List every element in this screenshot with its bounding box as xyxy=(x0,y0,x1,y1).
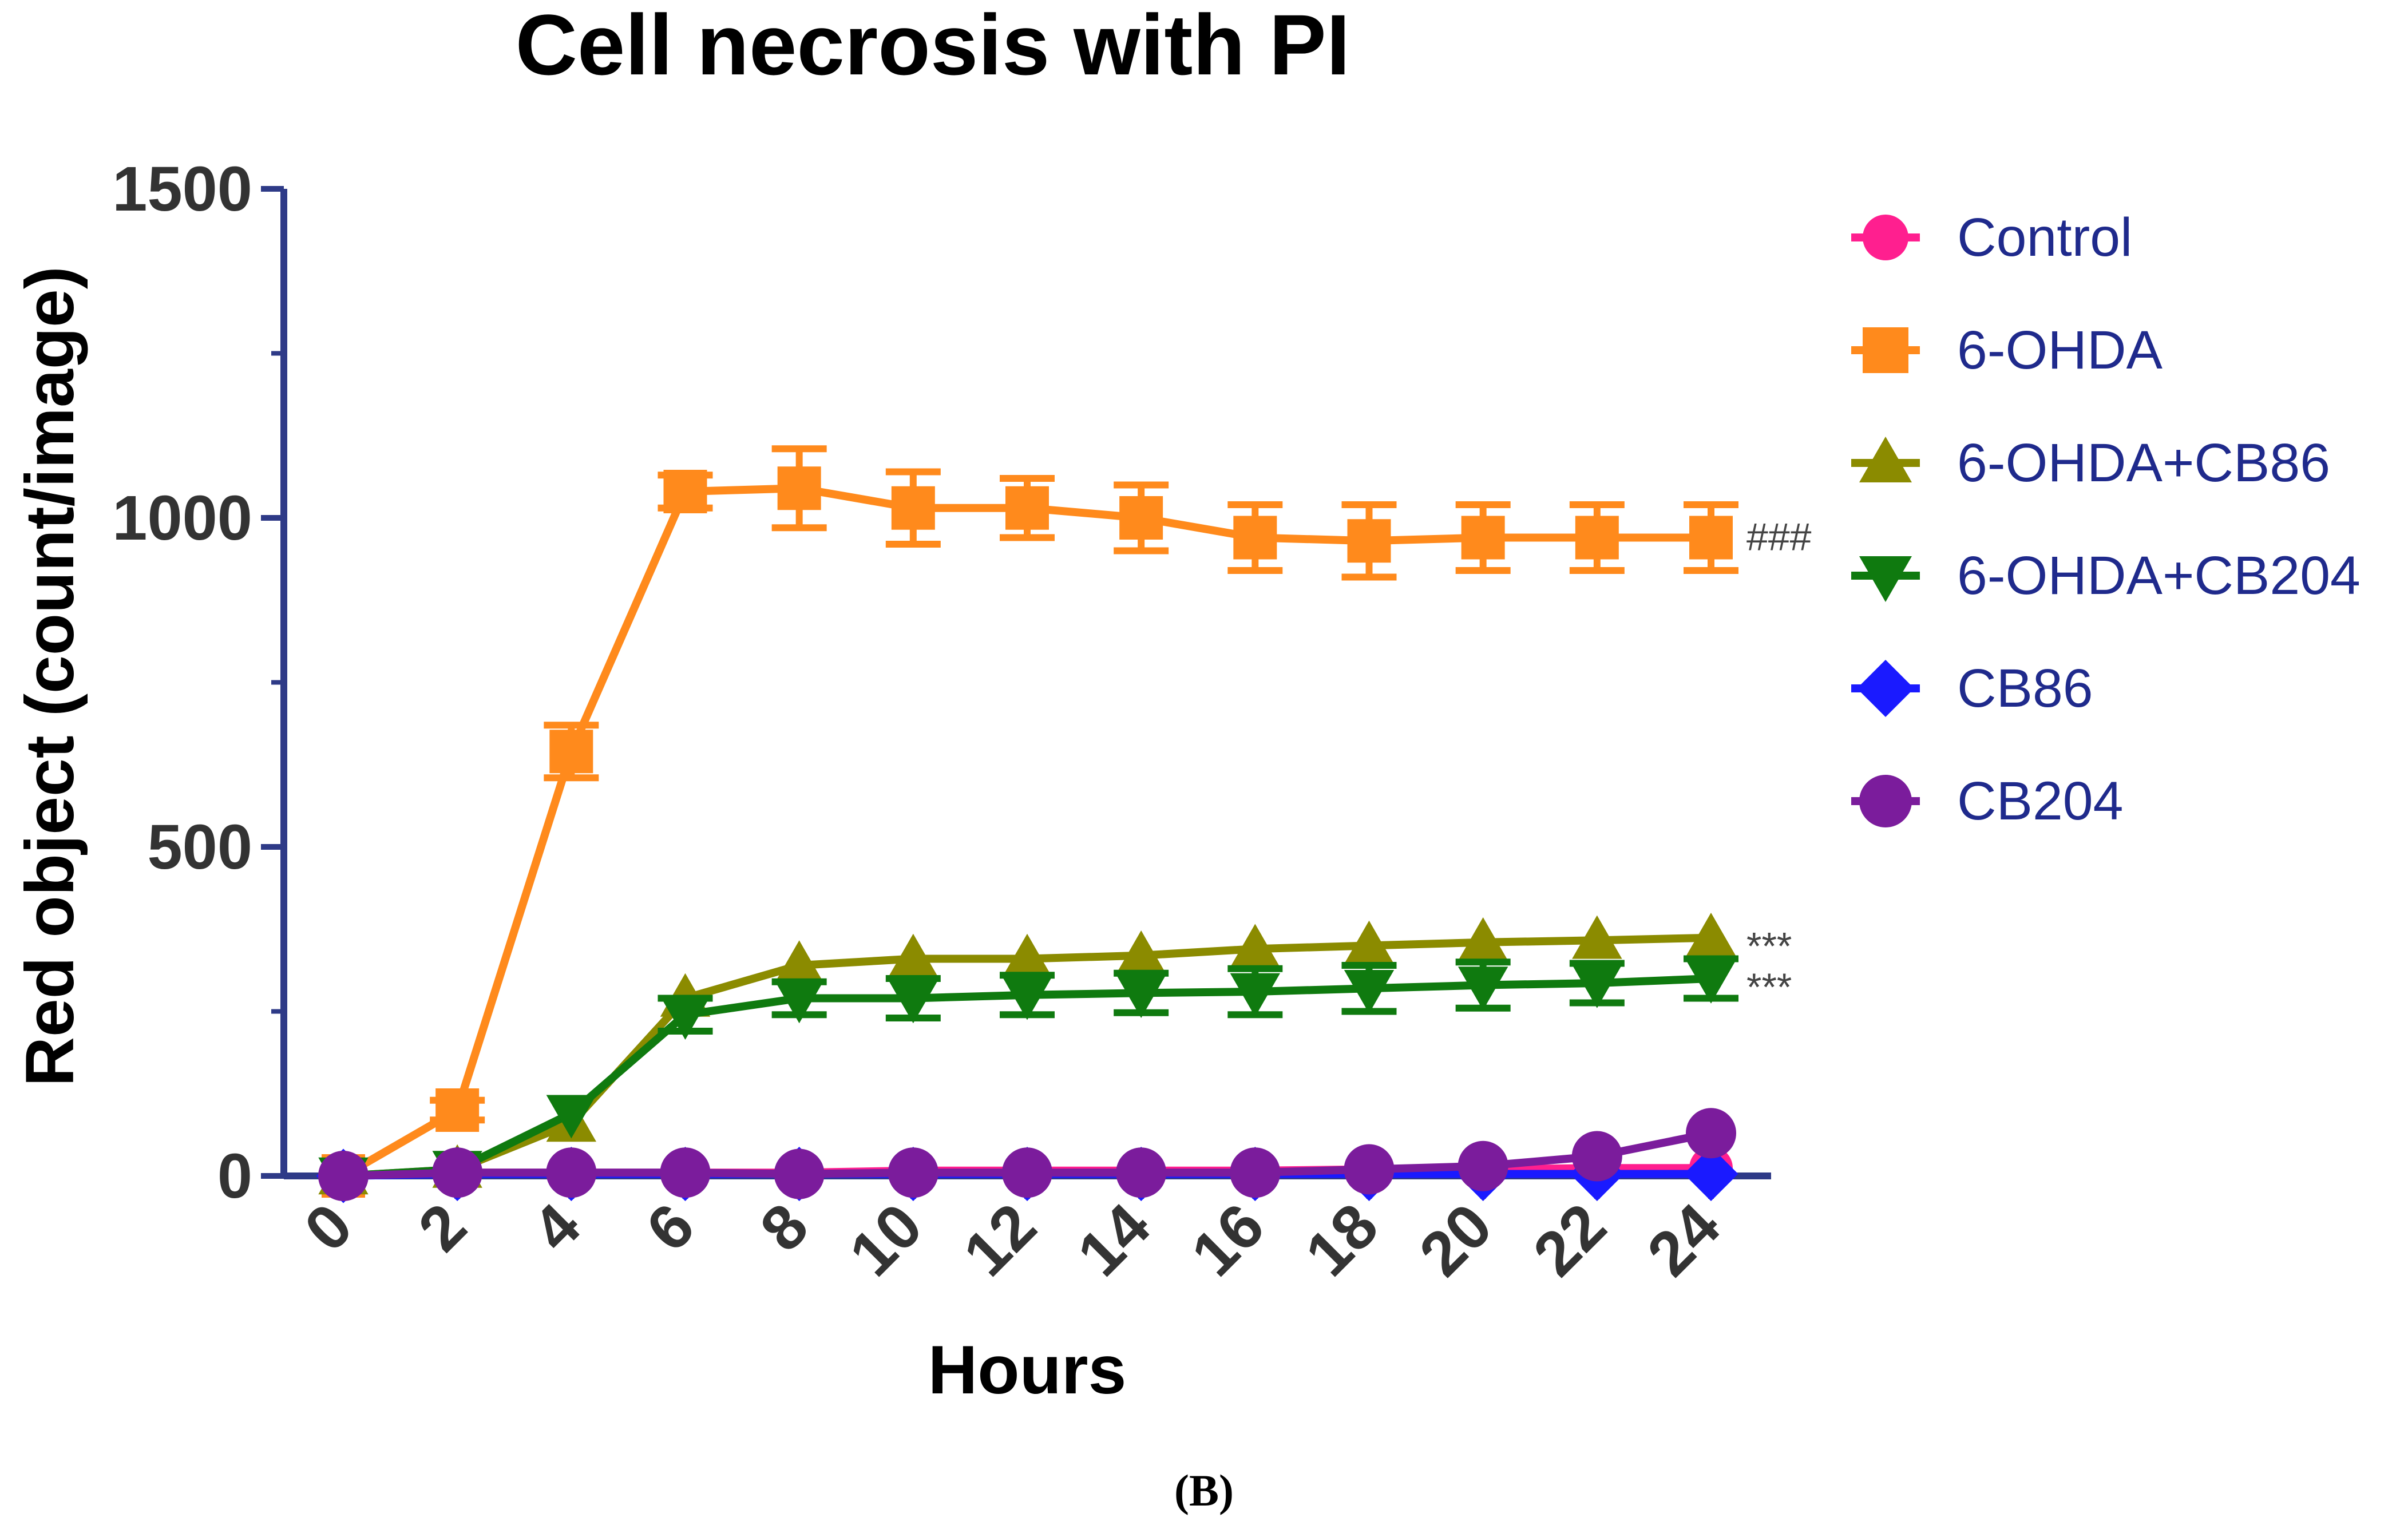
legend-item: CB204 xyxy=(1851,771,2123,831)
data-point xyxy=(1344,1144,1395,1195)
x-tick-label: 16 xyxy=(1178,1190,1277,1289)
y-tick-label: 1500 xyxy=(112,154,252,224)
legend-label: Control xyxy=(1957,207,2132,268)
data-point xyxy=(1005,486,1049,530)
x-tick-label: 14 xyxy=(1064,1190,1163,1289)
figure-caption: (B) xyxy=(1174,1465,1234,1515)
series-cb204 xyxy=(318,1108,1736,1201)
legend: Control 6-OHDA 6-OHDA+CB86 6-OHDA+CB204 CB86… xyxy=(1851,207,2361,831)
data-point xyxy=(1458,917,1508,961)
series-6-ohda xyxy=(322,445,1738,1198)
data-point xyxy=(1002,933,1052,977)
x-tick-label: 24 xyxy=(1634,1190,1733,1289)
data-point xyxy=(888,933,938,977)
data-point xyxy=(1686,913,1736,956)
legend-item: 6-OHDA+CB86 xyxy=(1851,433,2330,493)
legend-label: 6-OHDA+CB204 xyxy=(1957,545,2361,606)
data-point xyxy=(660,996,711,1040)
data-point xyxy=(1458,966,1508,1011)
data-point xyxy=(546,1147,597,1198)
significance-annotation: *** xyxy=(1746,925,1792,968)
data-point xyxy=(1857,660,1914,717)
data-point xyxy=(1230,973,1281,1017)
x-tick-label: 6 xyxy=(633,1190,707,1265)
data-point xyxy=(1230,924,1281,968)
data-point xyxy=(1859,556,1912,602)
data-point xyxy=(1119,496,1163,540)
legend-item: 6-OHDA+CB204 xyxy=(1851,545,2361,606)
data-point xyxy=(1116,975,1166,1018)
legend-item: Control xyxy=(1851,207,2132,268)
legend-item: CB86 xyxy=(1851,658,2093,719)
data-point xyxy=(1233,516,1277,560)
data-point xyxy=(663,470,707,513)
data-point xyxy=(774,1148,825,1199)
data-point xyxy=(774,940,825,984)
data-point xyxy=(1684,1147,1738,1202)
data-point xyxy=(1002,1147,1052,1198)
y-tick-label: 500 xyxy=(147,812,252,882)
y-tick-label: 1000 xyxy=(112,483,252,553)
x-axis-label: Hours xyxy=(928,1332,1127,1408)
legend-label: CB204 xyxy=(1957,771,2123,831)
data-point xyxy=(888,980,938,1024)
data-point xyxy=(1344,920,1395,964)
data-point xyxy=(1344,969,1395,1013)
data-point xyxy=(1347,519,1391,563)
data-point xyxy=(1572,915,1622,959)
chart-title: Cell necrosis with PI xyxy=(516,0,1350,93)
data-point xyxy=(1230,1147,1281,1198)
data-point xyxy=(1686,960,1736,1004)
significance-annotation: *** xyxy=(1746,965,1792,1009)
chart-svg: Cell necrosis with PI Red object (count/… xyxy=(11,0,2361,1408)
data-point xyxy=(777,466,821,510)
x-tick-label: 0 xyxy=(291,1190,366,1265)
x-tick-label: 10 xyxy=(836,1190,935,1289)
x-tick-label: 2 xyxy=(405,1190,480,1265)
data-point xyxy=(1116,930,1166,975)
data-point xyxy=(1686,1108,1736,1159)
x-tick-label: 22 xyxy=(1520,1190,1619,1289)
data-point xyxy=(1859,775,1912,827)
x-tick-label: 4 xyxy=(519,1190,593,1265)
x-tick-label: 12 xyxy=(950,1190,1049,1289)
data-point xyxy=(435,1088,480,1132)
data-point xyxy=(891,486,935,530)
x-tick-label: 8 xyxy=(747,1190,821,1265)
data-point xyxy=(432,1147,483,1198)
data-point xyxy=(1863,215,1908,260)
data-point xyxy=(549,730,593,774)
data-point xyxy=(1002,976,1052,1020)
data-point xyxy=(774,980,825,1024)
legend-label: 6-OHDA+CB86 xyxy=(1957,433,2330,493)
data-point xyxy=(1575,516,1619,560)
data-point xyxy=(1572,964,1622,1008)
data-point xyxy=(1461,516,1505,560)
series-line xyxy=(341,484,1711,1180)
x-tick-label: 20 xyxy=(1406,1190,1505,1289)
data-point xyxy=(546,1095,597,1139)
legend-label: CB86 xyxy=(1957,658,2093,719)
data-point xyxy=(1859,437,1912,482)
data-point xyxy=(1458,1140,1508,1191)
data-point xyxy=(1863,327,1908,373)
y-axis-label: Red object (count/image) xyxy=(11,266,88,1086)
series-6-ohda-cb204 xyxy=(318,955,1738,1201)
legend-item: 6-OHDA xyxy=(1851,320,2163,381)
data-point xyxy=(888,1147,938,1198)
y-tick-label: 0 xyxy=(217,1141,252,1211)
legend-label: 6-OHDA xyxy=(1957,320,2163,381)
data-point xyxy=(660,1147,711,1198)
x-tick-label: 18 xyxy=(1292,1190,1391,1289)
significance-annotation: ### xyxy=(1746,516,1812,559)
data-point xyxy=(1689,516,1733,560)
data-point xyxy=(318,1151,369,1201)
data-point xyxy=(1116,1147,1167,1198)
data-point xyxy=(1571,1131,1622,1182)
